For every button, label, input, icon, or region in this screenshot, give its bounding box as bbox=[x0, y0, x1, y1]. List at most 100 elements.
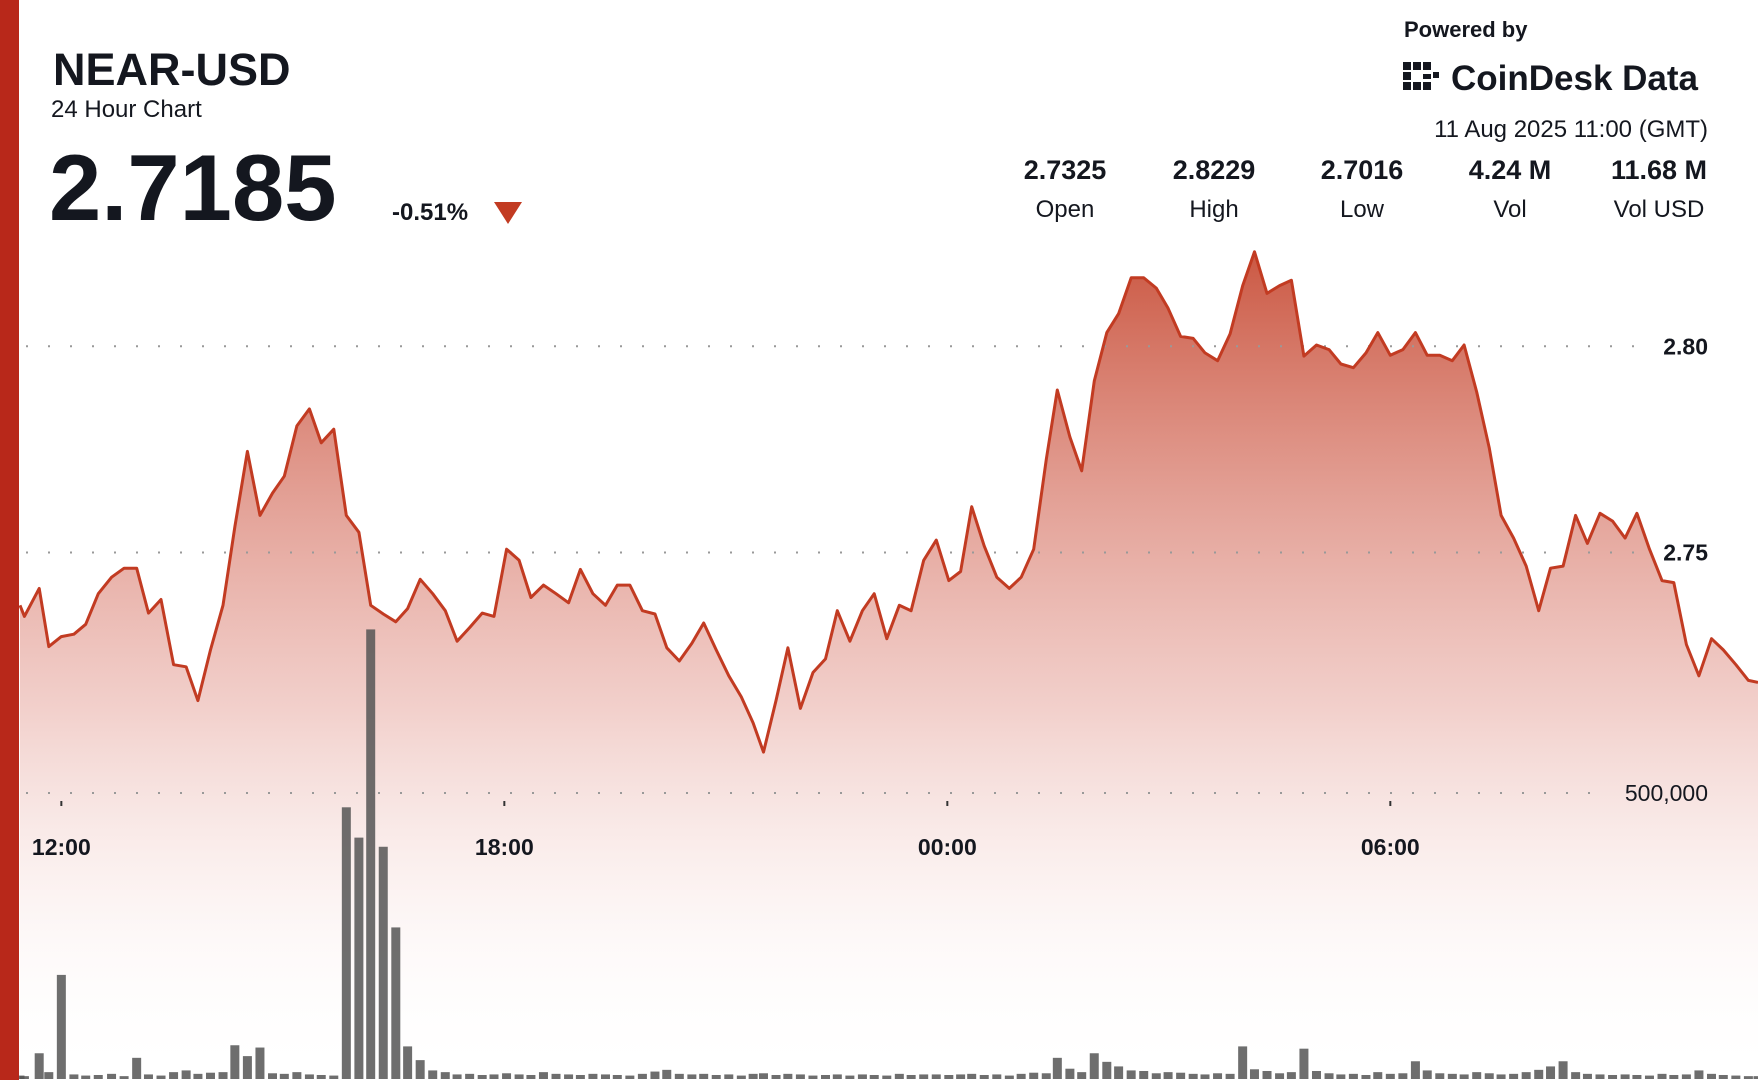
volume-bar bbox=[268, 1073, 278, 1079]
volume-bar bbox=[1718, 1074, 1728, 1079]
stat-label: High bbox=[1189, 196, 1238, 223]
volume-bar bbox=[452, 1074, 462, 1079]
volume-bar bbox=[143, 1074, 153, 1079]
price-change: -0.51% bbox=[392, 199, 468, 226]
volume-bar bbox=[711, 1074, 721, 1079]
volume-bar bbox=[465, 1073, 475, 1079]
volume-bar bbox=[1041, 1073, 1051, 1079]
volume-bar bbox=[736, 1075, 746, 1079]
volume-bar bbox=[477, 1074, 487, 1079]
volume-bar bbox=[1089, 1053, 1099, 1079]
volume-bar bbox=[316, 1074, 326, 1079]
volume-bar bbox=[795, 1074, 805, 1079]
volume-bar bbox=[1262, 1070, 1272, 1079]
volume-bar bbox=[1484, 1073, 1494, 1079]
volume-bar bbox=[1188, 1073, 1198, 1079]
volume-bar bbox=[662, 1069, 672, 1079]
stat-label: Open bbox=[1036, 196, 1095, 223]
volume-bar bbox=[724, 1074, 734, 1079]
volume-bar bbox=[625, 1075, 635, 1079]
volume-bar bbox=[1558, 1061, 1568, 1079]
volume-bar bbox=[1521, 1072, 1531, 1079]
volume-bar bbox=[514, 1074, 524, 1079]
volume-bar bbox=[81, 1075, 91, 1079]
price: 2.7185 bbox=[49, 135, 337, 240]
volume-bar bbox=[1582, 1073, 1592, 1079]
volume-bar bbox=[1385, 1073, 1395, 1079]
volume-bar bbox=[1213, 1073, 1223, 1079]
y2-tick-label: 500,000 bbox=[1625, 780, 1708, 806]
volume-bar bbox=[403, 1046, 413, 1079]
volume-bar bbox=[132, 1057, 142, 1079]
volume-bar bbox=[944, 1074, 954, 1079]
volume-bar bbox=[1743, 1076, 1753, 1079]
volume-bar bbox=[1336, 1074, 1346, 1079]
y-tick-label: 2.75 bbox=[1663, 540, 1708, 566]
volume-bar bbox=[575, 1074, 585, 1079]
volume-bar bbox=[674, 1073, 684, 1079]
volume-bar bbox=[1249, 1069, 1259, 1079]
volume-bar bbox=[44, 1072, 54, 1079]
volume-bar bbox=[366, 629, 376, 1079]
x-tick-label: 12:00 bbox=[32, 834, 91, 860]
volume-bar bbox=[1114, 1066, 1124, 1079]
volume-bar bbox=[489, 1074, 499, 1079]
volume-bar bbox=[1238, 1046, 1248, 1079]
volume-bar bbox=[1311, 1070, 1321, 1079]
volume-bar bbox=[1065, 1068, 1075, 1079]
volume-bar bbox=[1029, 1072, 1039, 1079]
volume-bar bbox=[758, 1073, 768, 1079]
volume-bar bbox=[1459, 1074, 1469, 1079]
volume-bar bbox=[304, 1074, 314, 1079]
volume-bar bbox=[1496, 1074, 1506, 1079]
volume-bar bbox=[687, 1074, 697, 1079]
volume-bar bbox=[428, 1070, 438, 1079]
stat-value: 4.24 M bbox=[1469, 155, 1552, 185]
volume-bar bbox=[1139, 1070, 1149, 1079]
volume-bar bbox=[1422, 1070, 1432, 1079]
volume-bar bbox=[1534, 1069, 1544, 1079]
down-arrow bbox=[494, 202, 522, 224]
volume-bar bbox=[1052, 1057, 1062, 1079]
volume-bar bbox=[1620, 1074, 1630, 1079]
volume-bar bbox=[1472, 1072, 1482, 1079]
stat-label: Vol bbox=[1493, 196, 1526, 223]
stat-value: 2.7325 bbox=[1024, 155, 1107, 185]
volume-bar bbox=[1225, 1073, 1235, 1079]
volume-bar bbox=[205, 1072, 215, 1079]
chart-subtitle: 24 Hour Chart bbox=[51, 96, 202, 123]
volume-bar bbox=[1571, 1072, 1581, 1079]
volume-bar bbox=[1644, 1075, 1654, 1079]
volume-bar bbox=[857, 1074, 867, 1079]
volume-bar bbox=[869, 1074, 879, 1079]
stat-label: Vol USD bbox=[1614, 196, 1705, 223]
timestamp: 11 Aug 2025 11:00 (GMT) bbox=[1434, 116, 1708, 143]
volume-bar bbox=[1016, 1073, 1026, 1079]
volume-bar bbox=[1410, 1061, 1420, 1079]
volume-bar bbox=[56, 974, 66, 1079]
volume-bar bbox=[1163, 1072, 1173, 1079]
volume-bar bbox=[415, 1060, 425, 1079]
volume-bar bbox=[931, 1074, 941, 1079]
volume-bar bbox=[1632, 1074, 1642, 1079]
volume-bar bbox=[440, 1072, 450, 1079]
volume-bar bbox=[538, 1072, 548, 1079]
volume-bar bbox=[1595, 1074, 1605, 1079]
volume-bar bbox=[218, 1072, 228, 1079]
volume-bar bbox=[612, 1074, 622, 1079]
attribution: Powered by bbox=[1404, 17, 1528, 42]
volume-bar bbox=[1324, 1073, 1334, 1079]
volume-bar bbox=[1669, 1074, 1679, 1079]
stat-value: 2.7016 bbox=[1321, 155, 1404, 185]
volume-bar bbox=[1447, 1073, 1457, 1079]
price-line bbox=[18, 250, 1758, 754]
stats: 2.7325 Open 2.8229 High 2.7016 Low 4.24 M Vol 11… bbox=[1024, 155, 1707, 223]
volume-bar bbox=[230, 1045, 240, 1079]
volume-bar bbox=[808, 1075, 818, 1079]
volume-bar bbox=[637, 1073, 647, 1079]
volume-bar bbox=[551, 1073, 561, 1079]
volume-bar bbox=[956, 1074, 966, 1079]
volume-bar bbox=[821, 1074, 831, 1079]
volume-bar bbox=[1681, 1074, 1691, 1079]
volume-bar bbox=[502, 1073, 512, 1079]
